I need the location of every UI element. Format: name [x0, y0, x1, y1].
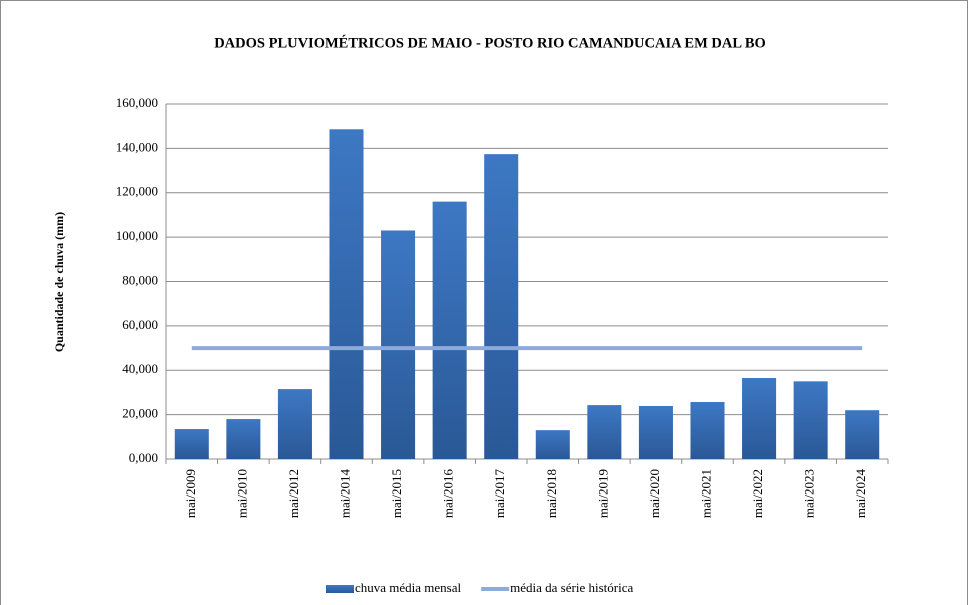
bar [690, 401, 725, 459]
y-tick-label: 20,000 [122, 406, 158, 421]
x-tick-label: mai/2016 [441, 469, 456, 519]
x-tick-label: mai/2010 [234, 469, 249, 518]
bar [793, 381, 828, 459]
bar [535, 430, 570, 459]
y-tick-label: 80,000 [122, 272, 158, 287]
bar [226, 419, 261, 459]
bar [174, 429, 209, 459]
y-tick-label: 120,000 [116, 184, 158, 199]
bar [845, 410, 880, 459]
bar [587, 405, 622, 459]
x-tick-label: mai/2023 [802, 469, 817, 518]
bar [277, 389, 312, 459]
y-tick-label: 140,000 [116, 139, 158, 154]
y-tick-label: 60,000 [122, 317, 158, 332]
x-tick-label: mai/2019 [595, 469, 610, 518]
chart-title: DADOS PLUVIOMÉTRICOS DE MAIO - POSTO RIO… [214, 34, 766, 51]
y-axis-label: Quantidade de chuva (mm) [52, 212, 66, 352]
legend-label: chuva média mensal [355, 580, 462, 595]
bar [329, 129, 364, 459]
x-tick-label: mai/2018 [544, 469, 559, 518]
y-tick-label: 0,000 [129, 450, 158, 465]
x-tick-label: mai/2012 [286, 469, 301, 518]
x-tick-label: mai/2017 [492, 469, 507, 519]
y-tick-label: 100,000 [116, 228, 158, 243]
x-tick-label: mai/2020 [647, 469, 662, 518]
legend-label: média da série histórica [510, 580, 633, 595]
bar [638, 405, 673, 459]
legend-swatch [326, 585, 354, 593]
x-tick-label: mai/2022 [750, 469, 765, 518]
y-tick-label: 160,000 [116, 95, 158, 110]
y-tick-label: 40,000 [122, 361, 158, 376]
bar [381, 230, 416, 459]
bar [742, 378, 777, 459]
x-tick-label: mai/2009 [183, 469, 198, 518]
x-tick-label: mai/2021 [698, 469, 713, 518]
x-tick-label: mai/2015 [389, 469, 404, 518]
x-tick-label: mai/2014 [337, 469, 352, 519]
x-tick-label: mai/2024 [853, 469, 868, 519]
bar [484, 154, 519, 460]
bar [432, 201, 467, 459]
